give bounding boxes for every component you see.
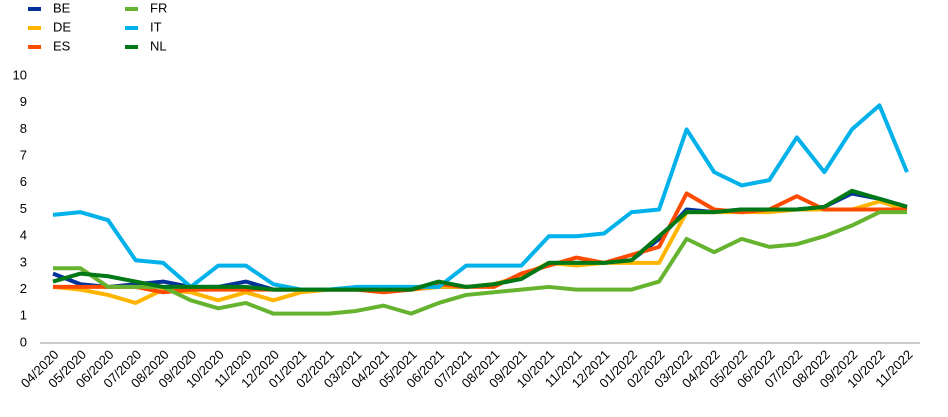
legend-label: IT [150, 19, 162, 34]
legend-label: BE [53, 0, 71, 15]
series-line [52, 188, 908, 292]
y-tick-label: 3 [20, 254, 27, 269]
y-tick-label: 0 [20, 334, 27, 349]
legend-label: ES [53, 38, 71, 53]
y-tick-label: 4 [20, 228, 27, 243]
y-tick-label: 1 [20, 308, 27, 323]
y-tick-label: 8 [20, 121, 27, 136]
series-line [53, 210, 907, 316]
legend-label: NL [150, 38, 167, 53]
legend-label: FR [150, 0, 167, 15]
series-line [52, 103, 909, 292]
y-tick-label: 7 [20, 148, 27, 163]
y-tick-label: 6 [20, 174, 27, 189]
y-tick-label: 9 [20, 94, 27, 109]
y-tick-label: 2 [20, 281, 27, 296]
y-tick-label: 10 [13, 67, 27, 82]
y-tick-label: 5 [20, 201, 27, 216]
legend-label: DE [53, 19, 71, 34]
